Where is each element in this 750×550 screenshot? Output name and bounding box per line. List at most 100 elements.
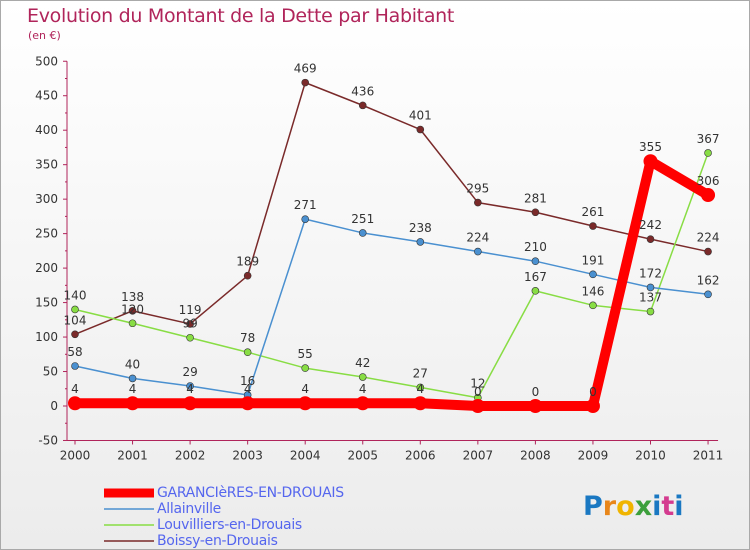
data-label-2: 146	[581, 284, 604, 298]
data-label-3: 436	[351, 84, 374, 98]
data-point-3	[301, 78, 310, 87]
legend-item-boissy: Boissy-en-Drouais	[104, 533, 344, 549]
data-point-1	[186, 382, 194, 390]
chart-title: Evolution du Montant de la Dette par Hab…	[27, 5, 455, 27]
legend-label-garancieres: GARANCIèRES-EN-DROUAIS	[157, 485, 344, 501]
legend-swatch-louvilliers	[104, 524, 154, 526]
data-label-0: 4	[359, 382, 367, 396]
data-point-0	[125, 396, 140, 411]
data-point-2	[128, 319, 137, 328]
legend-item-allainville: Allainville	[104, 501, 344, 517]
data-label-0: 4	[416, 382, 424, 396]
data-point-2	[531, 287, 540, 295]
logo-letter: o	[616, 491, 635, 522]
data-label-3: 469	[294, 62, 317, 76]
data-label-1: 224	[466, 231, 489, 245]
data-point-3	[243, 271, 252, 280]
x-tick-label: 2006	[405, 448, 436, 462]
data-point-1	[358, 229, 367, 237]
data-label-0: 4	[244, 382, 252, 396]
y-tick-label: 500	[35, 54, 58, 68]
data-point-2	[186, 333, 194, 342]
series-line-0	[70, 156, 714, 411]
data-label-2: 12	[470, 377, 485, 391]
data-label-1: 40	[125, 357, 140, 371]
data-label-0: 0	[589, 385, 597, 399]
data-point-0	[183, 396, 198, 411]
data-point-2	[71, 305, 79, 314]
data-label-2: 140	[64, 288, 87, 302]
data-label-1: 162	[697, 273, 720, 287]
y-tick-label: -50	[38, 433, 58, 447]
data-point-3	[589, 222, 597, 230]
data-point-0	[298, 396, 313, 411]
x-tick-label: 2011	[693, 448, 724, 462]
x-tick-label: 2010	[635, 448, 666, 462]
data-point-3	[71, 330, 79, 339]
data-point-1	[474, 247, 482, 256]
data-point-3	[704, 247, 712, 256]
logo-letter: t	[661, 491, 675, 522]
data-point-2	[301, 364, 310, 372]
x-tick-label: 2005	[347, 448, 378, 462]
logo-letter: i	[652, 491, 662, 522]
y-tick-label: 100	[35, 330, 58, 344]
data-point-0	[701, 188, 716, 203]
data-point-1	[128, 374, 137, 383]
data-label-1: 238	[409, 221, 432, 235]
data-point-1	[531, 257, 540, 266]
data-label-1: 210	[524, 240, 547, 254]
logo-letter: P	[583, 491, 603, 522]
data-label-3: 138	[121, 290, 144, 304]
data-label-3: 295	[466, 182, 489, 196]
data-label-2: 167	[524, 270, 547, 284]
x-tick-label: 2007	[463, 448, 494, 462]
data-point-3	[128, 307, 137, 315]
x-tick-label: 2000	[60, 448, 91, 462]
y-tick-label: 150	[35, 296, 58, 310]
y-tick-label: 0	[50, 399, 58, 413]
data-point-2	[416, 383, 425, 392]
data-label-2: 78	[240, 331, 255, 345]
legend-label-boissy: Boissy-en-Drouais	[157, 533, 278, 549]
data-point-0	[413, 396, 428, 411]
y-tick-label: 450	[35, 89, 58, 103]
data-point-1	[646, 283, 655, 292]
data-point-2	[358, 373, 367, 381]
data-label-1: 172	[639, 266, 662, 280]
legend-swatch-boissy	[104, 540, 154, 542]
data-point-2	[243, 348, 252, 357]
x-tick-label: 2008	[520, 448, 551, 462]
data-label-3: 104	[64, 313, 87, 327]
data-label-2: 120	[121, 302, 144, 316]
data-label-2: 99	[182, 317, 197, 331]
y-tick-label: 250	[35, 227, 58, 241]
legend-item-garancieres: GARANCIèRES-EN-DROUAIS	[104, 485, 344, 501]
data-point-3	[416, 125, 425, 134]
data-point-0	[643, 154, 658, 169]
x-tick-label: 2001	[117, 448, 148, 462]
data-point-1	[301, 215, 310, 223]
y-tick-label: 200	[35, 261, 58, 275]
data-point-1	[589, 270, 597, 279]
data-label-3: 281	[524, 191, 547, 205]
legend-swatch-allainville	[104, 508, 154, 510]
y-tick-label: 50	[43, 365, 58, 379]
data-label-2: 42	[355, 356, 370, 370]
data-point-1	[704, 290, 712, 299]
x-tick-label: 2004	[290, 448, 321, 462]
logo-letter: i	[674, 491, 684, 522]
chart-legend: GARANCIèRES-EN-DROUAIS Allainville Louvi…	[104, 485, 344, 549]
data-point-3	[646, 235, 655, 243]
data-point-3	[358, 101, 367, 110]
y-tick-label: 400	[35, 123, 58, 137]
data-label-2: 27	[413, 366, 428, 380]
data-label-0: 0	[474, 385, 482, 399]
data-point-3	[186, 320, 194, 328]
data-label-1: 29	[182, 365, 197, 379]
data-point-0	[585, 399, 600, 413]
data-point-0	[68, 396, 82, 411]
data-label-2: 137	[639, 291, 662, 305]
data-label-0: 4	[186, 382, 194, 396]
